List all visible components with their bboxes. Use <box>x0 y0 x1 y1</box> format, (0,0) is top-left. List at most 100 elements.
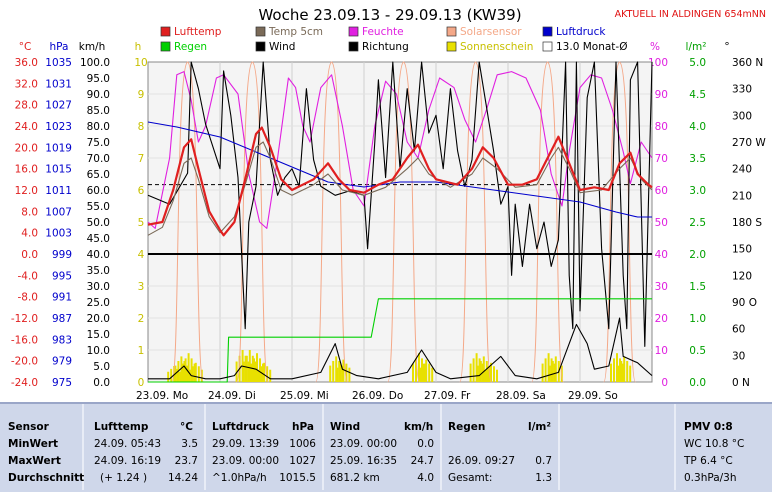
solar-curve <box>315 61 348 383</box>
table-divider <box>440 404 442 490</box>
legend-label: Solarsensor <box>460 26 522 38</box>
wind-min-value: 0.0 <box>417 438 434 450</box>
sunshine-bar <box>472 358 475 382</box>
sunshine-bar <box>619 358 621 382</box>
sunshine-bar <box>622 363 624 382</box>
pmv-dewpoint: TP 6.4 °C <box>684 455 733 467</box>
status-label: AKTUELL IN ALDINGEN 654mNN <box>615 9 766 20</box>
luftdruck-trend: ^1.0hPa/h <box>212 472 267 484</box>
sunshine-bar <box>250 363 252 382</box>
table-divider <box>674 404 676 490</box>
tick-label-h: 7 <box>138 153 145 165</box>
tick-label-lm2: 0.5 <box>689 345 706 357</box>
tick-label-lm2: 4.0 <box>689 121 706 133</box>
solar-curve <box>531 61 564 383</box>
tick-label-lm2: 3.0 <box>689 185 706 197</box>
tick-label-kmh: 25.0 <box>87 297 110 309</box>
pmv-pressure-trend: 0.3hPa/3h <box>684 472 737 484</box>
tick-label-kmh: 20.0 <box>87 313 110 325</box>
tick-label-hpa: 991 <box>52 292 72 304</box>
sunshine-bar <box>184 358 187 382</box>
sunshine-bar <box>329 365 332 382</box>
lufttemp-max-time: 24.09. 16:19 <box>94 455 161 467</box>
sunshine-bar <box>620 361 623 382</box>
tick-label-kmh: 75.0 <box>87 137 110 149</box>
tick-label-hpa: 983 <box>52 334 72 346</box>
sunshine-bar <box>475 353 478 382</box>
tick-label-deg: 180 S <box>732 217 762 229</box>
tick-label-temp: -8.0 <box>18 292 39 304</box>
sunshine-bar <box>610 363 612 382</box>
sunshine-bar <box>247 361 250 382</box>
luftdruck-min-time: 29.09. 13:39 <box>212 438 279 450</box>
solar-curve <box>459 61 492 383</box>
sunshine-bar <box>424 363 426 382</box>
x-tick-label: 26.09. Do <box>352 390 403 402</box>
tick-label-deg: 60 <box>732 324 745 336</box>
tick-label-kmh: 5.0 <box>93 361 110 373</box>
tick-label-kmh: 60.0 <box>87 185 110 197</box>
sunshine-bar <box>179 371 182 382</box>
regen-unit: l/m² <box>528 421 551 433</box>
tick-label-kmh: 80.0 <box>87 121 110 133</box>
luftdruck-header: Luftdruck <box>212 421 270 433</box>
legend-label: Luftdruck <box>556 26 606 38</box>
tick-label-kmh: 95.0 <box>87 73 110 85</box>
sunshine-bar <box>496 369 498 382</box>
sunshine-bar <box>341 365 344 382</box>
tick-label-deg: 240 <box>732 164 752 176</box>
sunshine-bar <box>187 353 190 382</box>
tick-label-lm2: 1.0 <box>689 313 706 325</box>
tick-label-kmh: 65.0 <box>87 169 110 181</box>
sunshine-bar <box>242 361 245 382</box>
tick-label-lm2: 3.5 <box>689 153 706 165</box>
tick-label-h: 9 <box>138 89 145 101</box>
tick-label-temp: -4.0 <box>18 270 39 282</box>
tick-label-h: 3 <box>138 281 145 293</box>
tick-label-temp: 8.0 <box>21 206 38 218</box>
sunshine-bar <box>419 367 422 382</box>
sunshine-bar <box>335 356 338 382</box>
legend-label: Temp 5cm <box>268 26 323 38</box>
pmv-header: PMV 0:8 <box>684 421 733 433</box>
sunshine-bar <box>431 367 434 382</box>
tick-label-hpa: 995 <box>52 270 72 282</box>
sunshine-bar <box>613 358 615 382</box>
tick-label-temp: 0.0 <box>21 249 38 261</box>
x-tick-label: 23.09. Mo <box>136 390 188 402</box>
tick-label-pct: 30 <box>655 281 668 293</box>
sunshine-bar <box>260 366 263 382</box>
sunshine-bar <box>197 366 200 382</box>
tick-label-kmh: 0.0 <box>93 377 110 389</box>
sensor-row-min: MinWert <box>8 438 59 450</box>
regen-max-value: 0.7 <box>535 455 552 467</box>
sunshine-bar <box>193 363 196 382</box>
wind-header: Wind <box>330 421 361 433</box>
tick-label-hpa: 1027 <box>45 100 72 112</box>
sunshine-bar <box>263 362 266 382</box>
tick-label-h: 1 <box>138 345 145 357</box>
sunshine-bar <box>490 362 492 382</box>
axis-unit-kmh: km/h <box>79 41 106 53</box>
legend-label: Wind <box>269 41 295 53</box>
lufttemp-min-time: 24.09. 05:43 <box>94 438 161 450</box>
table-divider <box>558 404 560 490</box>
legend-swatch <box>446 26 457 37</box>
tick-label-h: 4 <box>138 249 145 261</box>
legend-swatch <box>255 41 266 52</box>
solar-curve <box>603 61 636 383</box>
sunshine-bar <box>485 361 488 382</box>
sunshine-bar <box>338 361 341 382</box>
tick-label-deg: 270 W <box>732 137 766 149</box>
sunshine-bar <box>253 358 255 382</box>
tick-label-deg: 30 <box>732 350 745 362</box>
sunshine-bar <box>469 363 472 382</box>
lufttemp-avg-value: 14.24 <box>167 472 198 484</box>
axis-unit-lm2: l/m² <box>686 41 707 53</box>
sunshine-bar <box>183 361 186 382</box>
sunshine-bar <box>180 356 183 382</box>
wind-unit: km/h <box>404 421 434 433</box>
axis-ticks: 36.032.028.024.020.016.012.08.04.00.0-4.… <box>11 57 767 389</box>
tick-label-kmh: 15.0 <box>87 329 110 341</box>
tick-label-hpa: 1019 <box>45 142 72 154</box>
